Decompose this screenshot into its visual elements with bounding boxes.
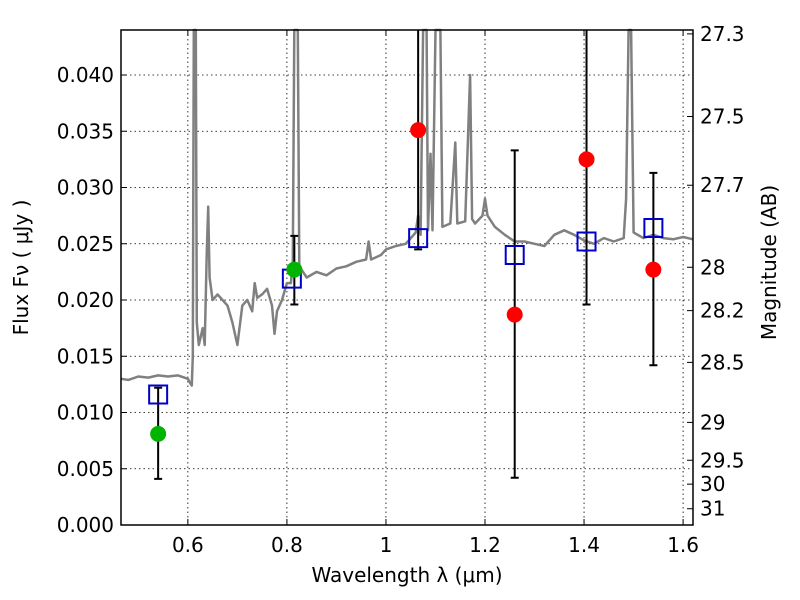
x-axis-title: Wavelength λ (μm) — [311, 563, 502, 587]
y-tick-label: 0.030 — [57, 176, 114, 200]
model-photometry-layer — [148, 218, 664, 405]
model-photometry-square — [408, 228, 429, 249]
plot-frame — [120, 29, 694, 526]
y2-tick-label: 30 — [700, 472, 725, 496]
y2-tick-label: 27.5 — [700, 105, 745, 129]
y-tick-label: 0.025 — [57, 232, 114, 256]
observed-point — [578, 151, 595, 168]
axis-ticks: 0.6 0.8 1 1.2 1.4 1.6 0.000 0.005 0.010 0.015 0.02… — [57, 22, 745, 557]
x-tick-label: 0.6 — [172, 533, 204, 557]
y-tick-label: 0.035 — [57, 119, 114, 143]
spectrum-layer — [120, 28, 694, 387]
y-tick-label: 0.015 — [57, 344, 114, 368]
y2-tick-label: 29.5 — [700, 448, 745, 472]
spectrum-line — [120, 28, 694, 387]
y2-tick-label: 28.5 — [700, 350, 745, 374]
grid-lines — [121, 30, 693, 525]
observed-point — [506, 306, 523, 323]
y2-tick-label: 27.3 — [700, 22, 745, 46]
y-tick-label: 0.040 — [57, 63, 114, 87]
errorbar-layer — [154, 30, 658, 480]
x-tick-label: 1.4 — [568, 533, 600, 557]
model-photometry-square — [148, 384, 169, 405]
observed-point — [410, 122, 427, 139]
y-tick-label: 0.010 — [57, 401, 114, 425]
y2-tick-label: 27.7 — [700, 173, 745, 197]
model-photometry-square — [504, 245, 525, 265]
x-tick-label: 1.2 — [469, 533, 501, 557]
observed-point — [645, 261, 662, 278]
y-tick-label: 0.005 — [57, 457, 114, 481]
model-photometry-square — [643, 218, 664, 238]
observed-point — [286, 261, 303, 278]
y2-tick-label: 28.2 — [700, 299, 745, 323]
y-tick-label: 0.020 — [57, 288, 114, 312]
y2-tick-label: 29 — [700, 410, 725, 434]
y2-tick-label: 28 — [700, 255, 725, 279]
y2-axis-title: Magnitude (AB) — [757, 185, 781, 340]
model-photometry-square — [576, 231, 597, 252]
x-tick-label: 1 — [380, 533, 393, 557]
x-tick-label: 1.6 — [667, 533, 699, 557]
observed-point — [150, 425, 167, 442]
y-axis-title: Flux Fν ( μJy ) — [9, 200, 33, 336]
y2-tick-label: 31 — [700, 497, 725, 521]
x-tick-label: 0.8 — [271, 533, 303, 557]
y-tick-label: 0.000 — [57, 513, 114, 537]
observed-points-layer — [150, 122, 662, 442]
